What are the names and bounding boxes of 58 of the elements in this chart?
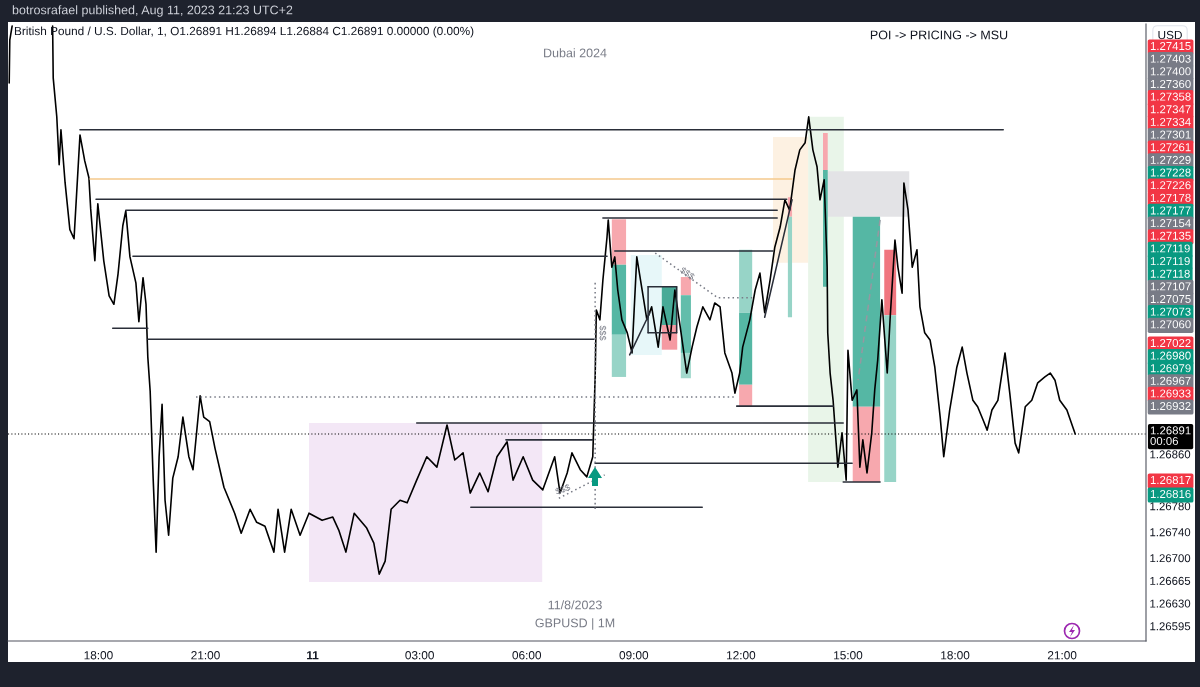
- text: 1.27415: [1150, 41, 1191, 51]
- annotation: $$$: [679, 266, 696, 281]
- x-tick-label: 18:00: [84, 651, 113, 660]
- text: 1.27119: [1150, 257, 1190, 266]
- text: 1.27358: [1150, 92, 1191, 101]
- x-tick-label: 11: [307, 651, 319, 660]
- text: 1.27360: [1150, 79, 1191, 89]
- text: 1.27135: [1150, 231, 1191, 240]
- text: 1.27347: [1150, 105, 1191, 114]
- y-tick-label: 1.26665: [1150, 576, 1191, 585]
- text: 1.26979: [1150, 364, 1191, 373]
- text: 1.27400: [1150, 67, 1191, 76]
- text: 1.27334: [1150, 117, 1191, 126]
- text: 1.27073: [1150, 307, 1191, 316]
- text: 1.27022: [1150, 338, 1191, 348]
- annotation: POI -> PRICING -> MSU: [870, 30, 1008, 40]
- x-tick-label: 15:00: [834, 651, 863, 660]
- ref-line-label: 1.26891 00:06: [1150, 426, 1191, 446]
- text: 1.26980: [1150, 351, 1191, 360]
- text: 1.27261: [1150, 143, 1191, 152]
- x-tick-label: 03:00: [405, 651, 434, 660]
- annotation: $$$: [554, 483, 571, 496]
- text: 1.27118: [1150, 269, 1190, 278]
- x-tick-label: 06:00: [512, 651, 542, 660]
- y-tick-label: 1.26630: [1150, 599, 1191, 608]
- x-tick-label: 12:00: [727, 651, 756, 660]
- text: 1.27154: [1150, 219, 1191, 228]
- text: 1.26967: [1150, 376, 1191, 385]
- text: 1.27228: [1150, 168, 1191, 177]
- text: 1.26816: [1150, 489, 1191, 499]
- text: 1.27075: [1150, 294, 1191, 304]
- text: 1.26932: [1150, 401, 1191, 411]
- y-tick-label: 1.26595: [1150, 622, 1191, 631]
- text: 1.27178: [1150, 193, 1191, 202]
- x-tick-label: 21:00: [191, 651, 220, 660]
- text: 1.26817: [1150, 475, 1191, 485]
- text: 1.27177: [1150, 206, 1191, 215]
- y-tick-label: 1.26860: [1150, 450, 1191, 459]
- x-tick-label: 21:00: [1047, 651, 1077, 660]
- annotation: Dubai 2024: [544, 48, 607, 58]
- y-axis-title: USD: [1158, 30, 1182, 40]
- text: 1.27226: [1150, 181, 1191, 190]
- y-tick-label: 1.26700: [1150, 554, 1191, 563]
- text: 1.27229: [1150, 155, 1191, 164]
- annotation: GBPUSD | 1M: [535, 618, 615, 630]
- text: botrosrafael published, Aug 11, 2023 21:23 UTC+2: [12, 5, 293, 17]
- text: 1.27301: [1150, 130, 1191, 139]
- x-tick-label: 09:00: [619, 651, 649, 660]
- text: 1.27107: [1150, 282, 1191, 291]
- x-tick-label: 18:00: [941, 651, 970, 660]
- text: 1.27119: [1150, 244, 1190, 253]
- y-tick-label: 1.26780: [1150, 502, 1191, 511]
- text: 1.26933: [1150, 389, 1191, 398]
- annotation: $$$: [599, 325, 607, 341]
- y-tick-label: 1.26740: [1150, 528, 1191, 537]
- text: 1.27060: [1150, 320, 1191, 329]
- annotation: 11/8/2023: [548, 600, 602, 610]
- text: 1.27403: [1150, 54, 1191, 63]
